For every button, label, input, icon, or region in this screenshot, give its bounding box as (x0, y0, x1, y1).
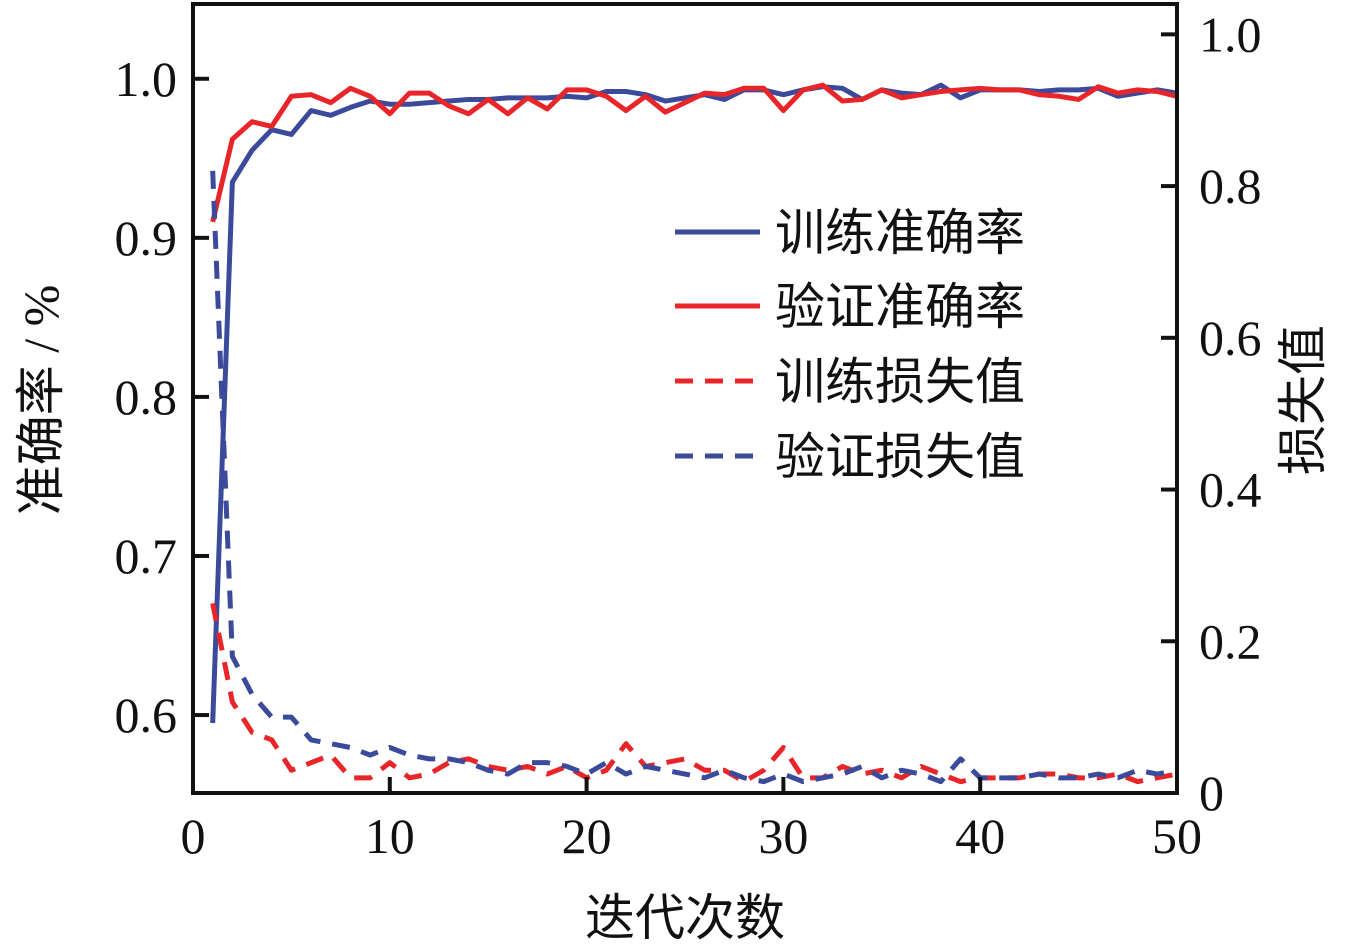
right-y-tick-label: 0.6 (1199, 310, 1262, 366)
x-tick-label: 10 (365, 808, 415, 864)
x-axis-label: 迭代次数 (585, 890, 785, 945)
right-y-axis-label: 损失值 (1275, 325, 1331, 475)
x-tick-label: 50 (1152, 808, 1202, 864)
legend-item: 验证准确率 (675, 279, 1025, 335)
plot-frame (191, 2, 1179, 795)
legend-item: 训练准确率 (675, 205, 1025, 261)
left-y-tick-label: 1.0 (115, 51, 178, 107)
series-line-4 (210, 170, 1178, 785)
legend-label: 训练准确率 (775, 205, 1025, 261)
series-line-3 (210, 602, 1178, 785)
legend-label: 训练损失值 (775, 354, 1025, 410)
legend-label: 验证损失值 (775, 429, 1025, 485)
right-y-tick-label: 0.8 (1199, 158, 1262, 214)
legend-item: 验证损失值 (675, 429, 1025, 485)
left-y-tick-label: 0.6 (115, 687, 178, 743)
series-line-2 (210, 82, 1178, 223)
legend-item: 训练损失值 (675, 354, 1025, 410)
ticks-layer: 0 10 20 30 40 50 0.6 0.7 0.8 0.9 1.0 0 0.2 0.4 0.6 0.8 1… (115, 6, 1262, 864)
left-y-tick-label: 0.7 (115, 528, 178, 584)
x-tick-label: 0 (181, 808, 206, 864)
right-y-tick-label: 0 (1199, 765, 1224, 821)
x-tick-label: 30 (758, 808, 808, 864)
left-y-tick-label: 0.9 (115, 210, 178, 266)
series-line-1 (210, 82, 1178, 724)
right-y-tick-label: 0.4 (1199, 462, 1262, 518)
left-y-tick-label: 0.8 (115, 369, 178, 425)
right-y-tick-label: 1.0 (1199, 6, 1262, 62)
x-tick-label: 40 (955, 808, 1005, 864)
series-layer (210, 82, 1178, 785)
x-tick-label: 20 (562, 808, 612, 864)
left-y-axis-label: 准确率 / % (13, 285, 69, 516)
legend-label: 验证准确率 (775, 279, 1025, 335)
right-y-tick-label: 0.2 (1199, 613, 1262, 669)
